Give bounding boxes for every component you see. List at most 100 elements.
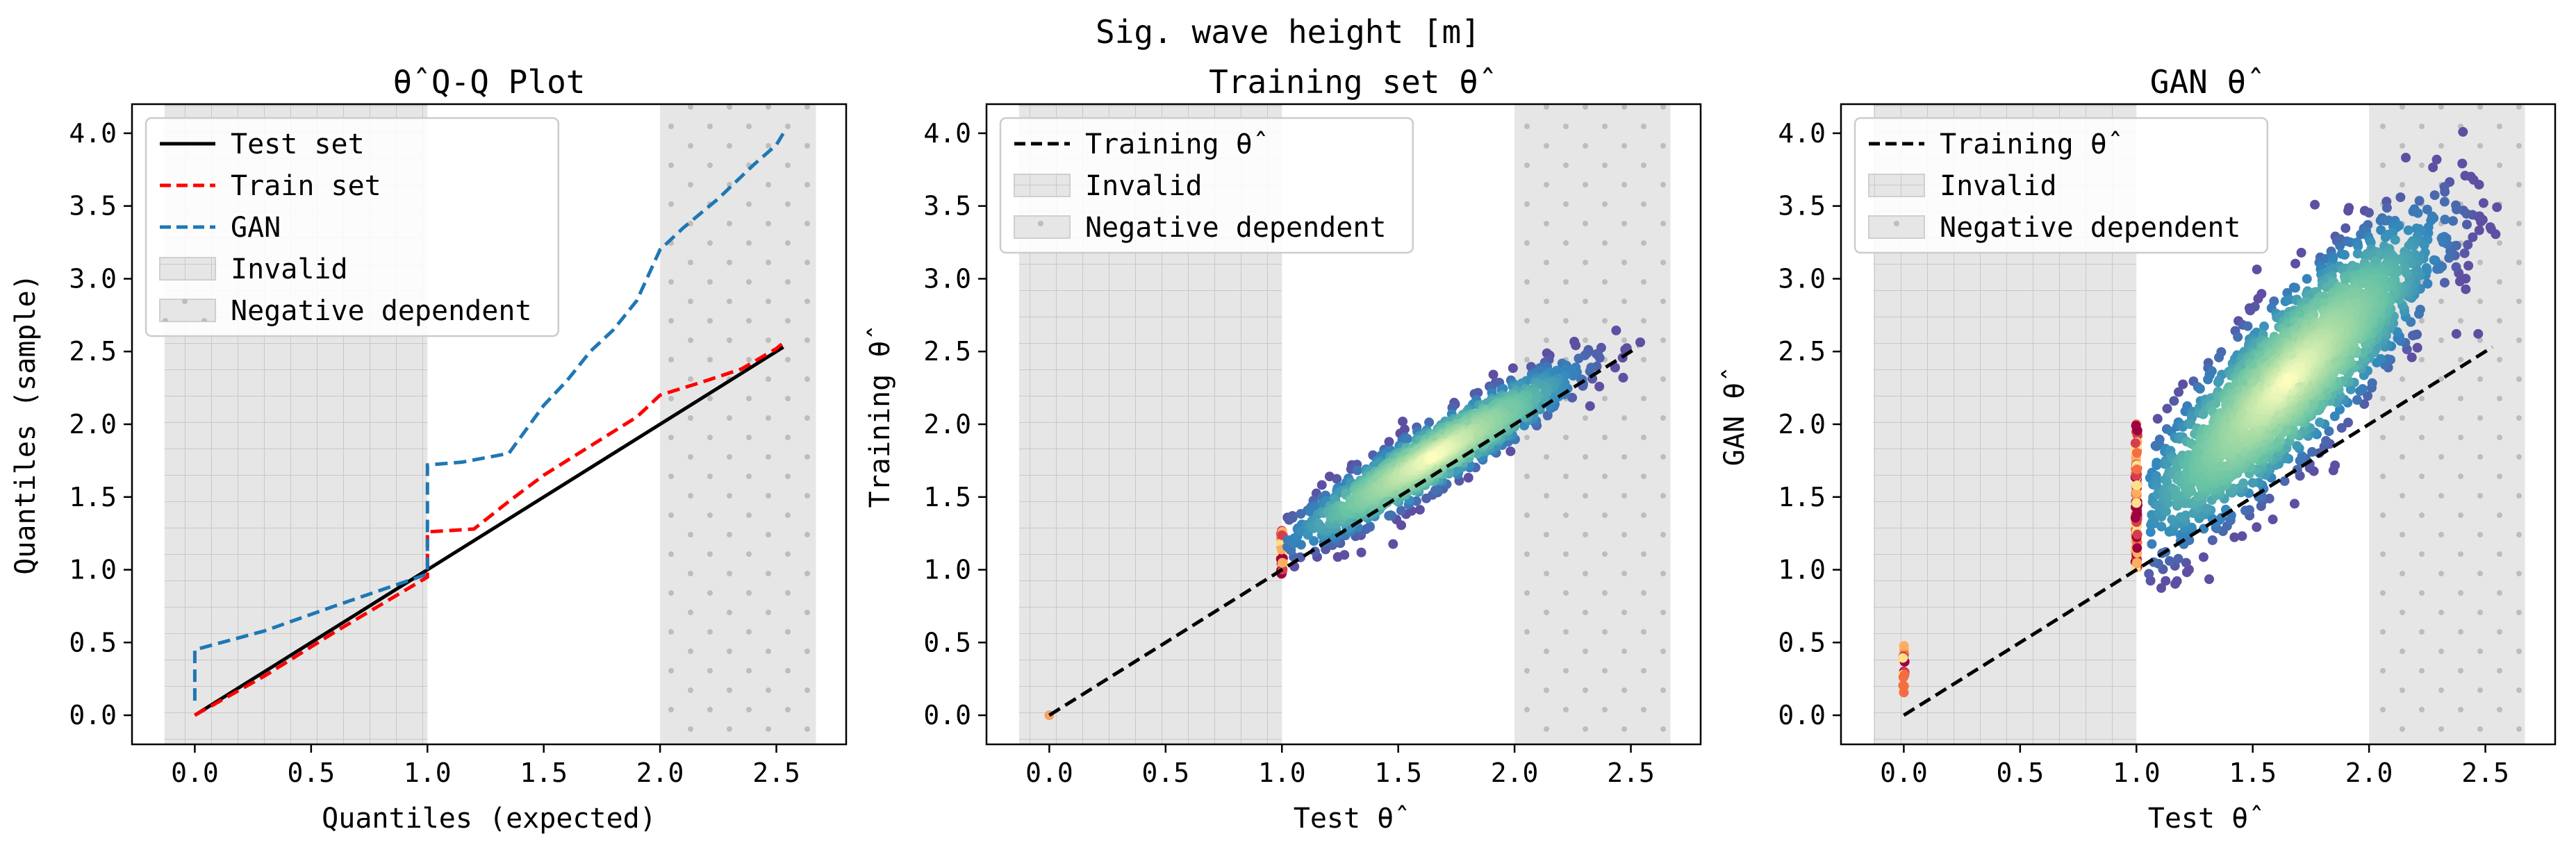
scatter-point: [2132, 465, 2142, 475]
y-tick-label: 0.5: [69, 627, 117, 658]
scatter-point: [1414, 505, 1425, 515]
scatter-point: [1424, 417, 1435, 428]
legend-label: Train set: [231, 170, 381, 202]
scatter-point: [2412, 342, 2422, 353]
scatter-point: [2131, 498, 2142, 508]
scatter-point: [2233, 332, 2243, 342]
scatter-point: [2237, 531, 2247, 542]
scatter-point: [1430, 485, 1440, 496]
scatter-point: [2253, 294, 2263, 304]
scatter-point: [2474, 225, 2484, 235]
scatter-point: [2156, 583, 2166, 593]
scatter-point: [2167, 515, 2177, 525]
x-tick-label: 1.5: [1374, 758, 1422, 788]
scatter-point: [1899, 687, 1909, 698]
x-axis-label: Quantiles (expected): [322, 803, 657, 835]
legend-swatch-pattern: [160, 299, 215, 321]
x-tick-label: 2.0: [2345, 758, 2393, 788]
scatter-point: [2238, 478, 2249, 488]
scatter-point: [2164, 491, 2174, 501]
y-tick-label: 2.5: [1778, 336, 1826, 367]
scatter-point: [2461, 284, 2471, 294]
legend-item: Invalid: [159, 253, 348, 285]
legend-item: Invalid: [1014, 170, 1203, 202]
x-axis: 0.0 0.5 1.0 1.5 2.0 2.5: [1880, 744, 2509, 788]
scatter-point: [1568, 371, 1578, 381]
scatter-point: [2451, 328, 2461, 339]
scatter-point: [2395, 192, 2406, 203]
scatter-point: [2161, 506, 2172, 517]
scatter-point: [2200, 503, 2211, 514]
scatter-point: [2461, 219, 2472, 230]
x-tick-label: 2.0: [1491, 758, 1539, 788]
y-tick-label: 4.0: [923, 118, 971, 149]
scatter-point: [1277, 558, 1287, 568]
legend-item: Training θ̂: [1014, 128, 1266, 160]
scatter-point: [2215, 461, 2225, 471]
scatter-point: [2429, 190, 2440, 201]
scatter-point: [2403, 225, 2413, 235]
scatter-point: [2310, 199, 2320, 210]
scatter-point: [1303, 530, 1313, 540]
figure-suptitle: Sig. wave height [m]: [1096, 13, 1480, 51]
scatter-point: [2422, 204, 2432, 215]
scatter-point: [2207, 535, 2218, 546]
y-tick-label: 0.5: [923, 627, 971, 658]
x-tick-label: 0.5: [1142, 758, 1190, 788]
reference-line: [1903, 345, 2493, 717]
scatter-point: [2321, 435, 2331, 446]
legend-label: Test set: [231, 128, 365, 160]
scatter-point: [2152, 460, 2162, 471]
series-line-test-set: [194, 345, 784, 717]
legend-swatch-pattern: [160, 258, 215, 280]
scatter-point: [2132, 543, 2142, 553]
scatter-point: [1898, 672, 1908, 683]
y-tick-label: 4.0: [69, 118, 117, 149]
scatter-point: [2252, 522, 2262, 533]
scatter-point: [2169, 396, 2179, 406]
scatter-point: [2243, 321, 2253, 331]
legend-item: GAN: [160, 212, 281, 244]
scatter-point: [2352, 249, 2363, 259]
legend-label: Negative dependent: [1085, 212, 1386, 244]
legend-label: Negative dependent: [231, 295, 531, 327]
x-tick-label: 0.5: [288, 758, 336, 788]
legend-item: Negative dependent: [1868, 212, 2240, 244]
scatter-point: [2468, 174, 2479, 185]
y-tick-label: 0.0: [923, 700, 971, 730]
scatter-point: [2268, 515, 2278, 525]
scatter-point: [2473, 328, 2484, 339]
x-tick-label: 2.5: [2461, 758, 2509, 788]
y-tick-label: 1.5: [69, 482, 117, 512]
scatter-point: [2451, 262, 2461, 272]
y-tick-label: 0.5: [1778, 627, 1826, 658]
y-tick-label: 1.0: [923, 555, 971, 585]
scatter-point: [2181, 510, 2191, 521]
scatter-point: [2413, 208, 2423, 218]
scatter-point: [2132, 529, 2142, 540]
scatter-point: [2249, 301, 2260, 312]
legend-item: Train set: [160, 170, 381, 202]
legend-swatch-pattern: [1014, 216, 1070, 238]
scatter-point: [1396, 505, 1406, 516]
panel-title: θ̂ Q-Q Plot: [393, 63, 586, 101]
scatter-point: [2302, 274, 2312, 284]
legend-item: Negative dependent: [1014, 212, 1386, 244]
y-tick-label: 1.5: [923, 482, 971, 512]
scatter-point: [2315, 417, 2325, 428]
scatter-point: [2297, 451, 2307, 461]
scatter-point: [2213, 377, 2223, 387]
scatter-point: [2492, 202, 2502, 212]
series-line-train-set: [194, 341, 785, 717]
x-tick-label: 1.5: [2229, 758, 2277, 788]
scatter-point: [2132, 558, 2142, 568]
scatter-point: [2343, 417, 2354, 428]
y-tick-label: 3.5: [1778, 191, 1826, 221]
scatter-point: [2156, 521, 2167, 532]
scatter-point: [2381, 203, 2392, 213]
y-tick-label: 1.5: [1778, 482, 1826, 512]
y-tick-label: 3.5: [923, 191, 971, 221]
scatter-point: [2252, 265, 2262, 275]
scatter-point: [2457, 158, 2468, 169]
